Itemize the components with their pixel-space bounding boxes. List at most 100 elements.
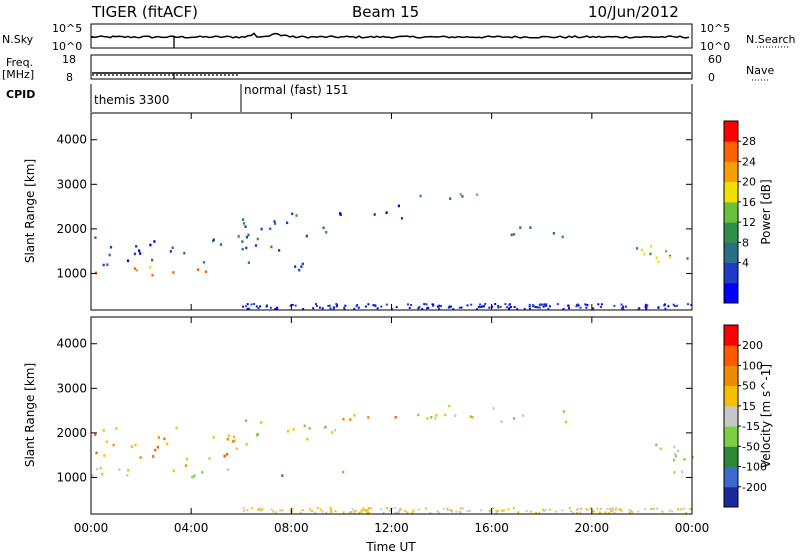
ground-scatter-point	[334, 510, 337, 513]
ground-scatter-point	[452, 308, 455, 311]
ground-scatter-point	[548, 508, 551, 511]
ground-scatter-point	[544, 508, 547, 511]
ground-scatter-point	[499, 305, 502, 308]
colorbar-segment	[724, 201, 738, 223]
scatter-point	[286, 221, 289, 225]
ground-scatter-point	[362, 507, 365, 510]
ground-scatter-point	[534, 306, 537, 308]
ground-scatter-point	[466, 510, 469, 513]
ground-scatter-point	[489, 510, 492, 513]
colorbar-tick-label: 4	[742, 257, 749, 270]
ground-scatter-point	[618, 508, 621, 511]
ground-scatter-point	[367, 511, 370, 514]
ground-scatter-point	[538, 511, 541, 514]
scatter-point	[94, 433, 97, 437]
ground-scatter-point	[543, 303, 546, 306]
ground-scatter-point	[291, 303, 294, 306]
ground-scatter-point	[257, 508, 259, 511]
ground-scatter-point	[544, 304, 547, 307]
nave-tick-bottom: 0	[708, 71, 715, 84]
ground-scatter-point	[351, 508, 354, 511]
colorbar-segment	[724, 282, 738, 304]
y-tick-label: 2000	[56, 426, 87, 440]
scatter-point	[655, 443, 658, 447]
ground-scatter-point	[350, 511, 353, 513]
colorbar-segment	[724, 426, 738, 447]
scatter-point	[232, 440, 235, 443]
ground-scatter-point	[576, 512, 578, 515]
ground-scatter-point	[442, 507, 445, 510]
scatter-point	[96, 467, 99, 471]
freq-tick-top: 18	[62, 53, 76, 66]
ground-scatter-point	[625, 305, 627, 308]
colorbar-frame	[723, 120, 739, 304]
scatter-point	[333, 428, 337, 432]
scatter-point	[223, 455, 226, 458]
ground-scatter-point	[656, 507, 659, 510]
ground-scatter-point	[325, 511, 328, 514]
ground-scatter-point	[396, 511, 399, 514]
ground-scatter-point	[432, 304, 435, 307]
scatter-point	[241, 247, 244, 251]
ground-scatter-point	[599, 511, 602, 514]
y-tick-label: 3000	[56, 381, 87, 395]
scatter-point	[94, 271, 97, 275]
ground-scatter-point	[449, 509, 452, 512]
colorbar-tick-label: 8	[742, 236, 749, 249]
scatter-point	[94, 236, 97, 239]
ground-scatter-point	[318, 306, 321, 309]
velocity-colorbar: 200 100 50 15 -15 -50 -100 -200	[723, 324, 767, 508]
freq-label-1: Freq.	[6, 56, 33, 69]
ground-scatter-point	[259, 305, 262, 308]
colorbar-tick-label: 15	[742, 400, 756, 413]
ground-scatter-point	[407, 303, 409, 306]
ground-scatter-point	[645, 307, 648, 310]
scatter-point	[303, 424, 306, 428]
ground-scatter-point	[328, 304, 331, 307]
ground-scatter-point	[438, 304, 441, 307]
ground-scatter-point	[374, 305, 377, 308]
freq-label-2: [MHz]	[2, 68, 34, 81]
scatter-point	[157, 436, 160, 439]
ground-scatter-point	[412, 509, 415, 512]
ground-scatter-point	[289, 304, 292, 307]
scatter-point	[349, 418, 352, 421]
scatter-point	[385, 211, 388, 214]
ground-scatter-point	[366, 509, 369, 512]
scatter-point	[101, 472, 104, 476]
ground-scatter-point	[613, 511, 616, 514]
scatter-point	[126, 474, 129, 477]
freq-strip-frame	[90, 54, 693, 80]
ground-scatter-point	[513, 306, 516, 308]
ground-scatter-point	[376, 307, 379, 310]
scatter-point	[512, 417, 516, 420]
ground-scatter-point	[446, 507, 449, 510]
ground-scatter-point	[614, 508, 617, 511]
ground-scatter-point	[438, 307, 441, 310]
ground-scatter-point	[476, 308, 479, 310]
scatter-point	[270, 245, 273, 249]
ground-scatter-point	[488, 306, 491, 309]
scatter-point	[135, 245, 138, 248]
ground-scatter-point	[523, 307, 526, 310]
ground-scatter-point	[257, 307, 260, 310]
ground-scatter-point	[281, 509, 284, 512]
ground-scatter-point	[382, 511, 385, 514]
ground-scatter-point	[562, 308, 565, 311]
ground-scatter-point	[389, 509, 392, 512]
ground-scatter-point	[483, 305, 485, 308]
colorbar-tick-label: 200	[742, 339, 763, 352]
scatter-point	[444, 413, 447, 417]
ground-scatter-point	[542, 305, 545, 308]
scatter-point	[184, 464, 188, 467]
ground-scatter-point	[450, 509, 453, 512]
ground-scatter-point	[417, 508, 420, 511]
ground-scatter-point	[367, 507, 370, 510]
ground-scatter-point	[447, 306, 450, 309]
scatter-point	[471, 416, 474, 419]
ground-scatter-point	[657, 306, 660, 309]
scatter-point	[681, 470, 684, 474]
ground-scatter-point	[536, 306, 539, 309]
scatter-point	[245, 246, 248, 250]
